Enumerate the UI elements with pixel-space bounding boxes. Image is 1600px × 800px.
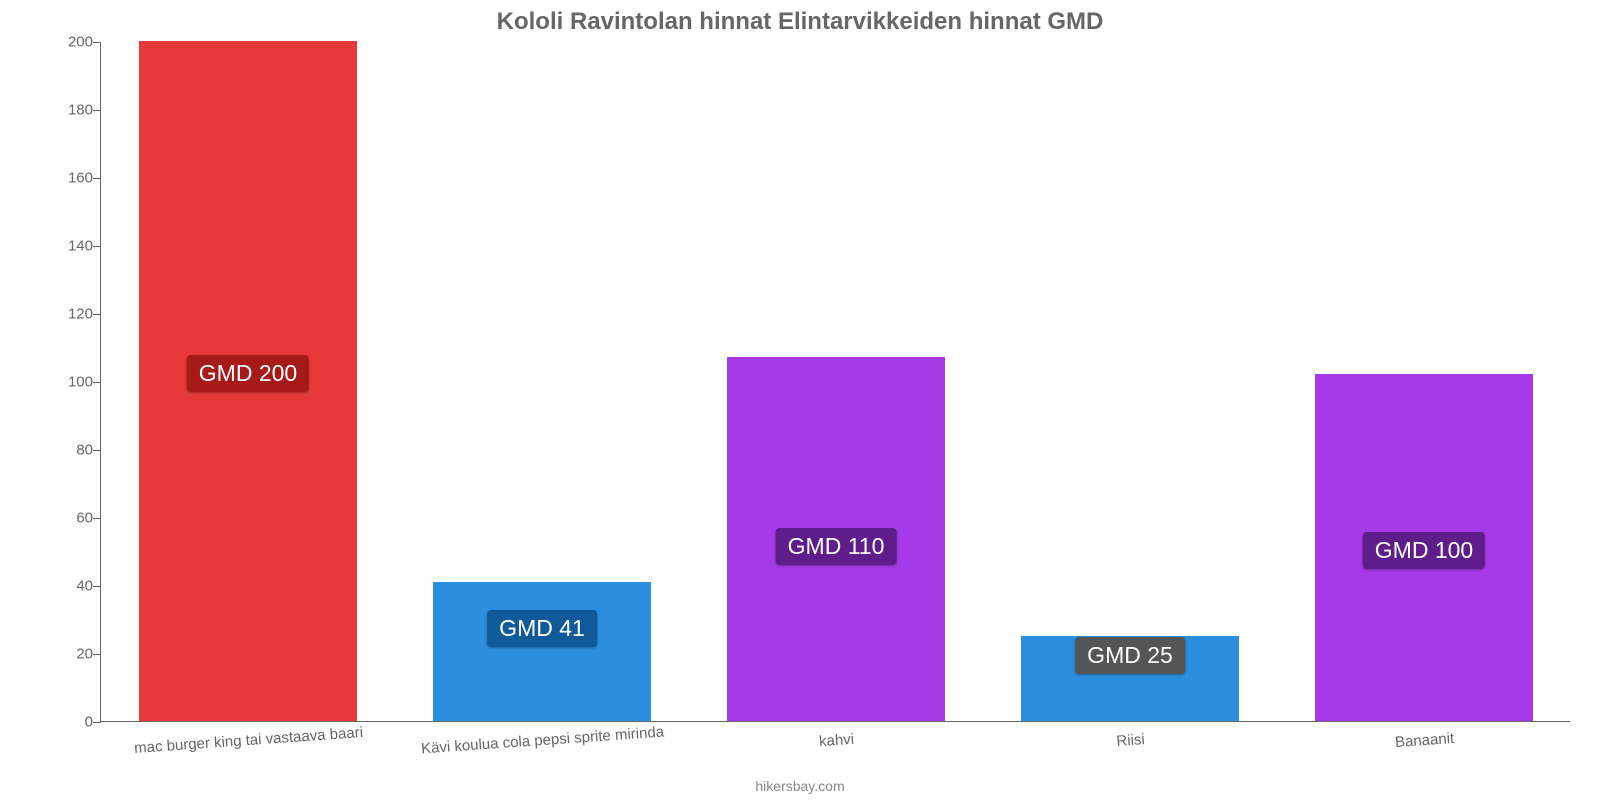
x-category-label: Kävi koulua cola pepsi sprite mirinda xyxy=(421,724,665,758)
y-tick xyxy=(93,722,101,723)
y-tick xyxy=(93,518,101,519)
y-tick-label: 140 xyxy=(51,238,93,255)
y-tick-label: 120 xyxy=(51,306,93,323)
y-tick-label: 40 xyxy=(51,578,93,595)
y-tick-label: 100 xyxy=(51,374,93,391)
y-tick-label: 60 xyxy=(51,510,93,527)
bar-value-label: GMD 200 xyxy=(187,355,309,392)
y-tick-label: 80 xyxy=(51,442,93,459)
y-tick xyxy=(93,42,101,43)
plot-area: 020406080100120140160180200GMD 200mac bu… xyxy=(100,42,1570,722)
y-tick-label: 160 xyxy=(51,170,93,187)
y-tick xyxy=(93,654,101,655)
y-tick-label: 20 xyxy=(51,646,93,663)
chart-footer: hikersbay.com xyxy=(0,778,1600,794)
chart-title: Kololi Ravintolan hinnat Elintarvikkeide… xyxy=(0,0,1600,36)
x-category-label: Riisi xyxy=(1116,731,1145,750)
bar-value-label: GMD 41 xyxy=(487,610,597,647)
y-tick-label: 180 xyxy=(51,102,93,119)
bar-value-label: GMD 25 xyxy=(1075,637,1185,674)
x-category-label: Banaanit xyxy=(1394,730,1454,751)
y-tick-label: 200 xyxy=(51,34,93,51)
y-tick xyxy=(93,246,101,247)
y-tick xyxy=(93,450,101,451)
price-bar-chart: Kololi Ravintolan hinnat Elintarvikkeide… xyxy=(0,0,1600,800)
y-tick xyxy=(93,178,101,179)
x-category-label: kahvi xyxy=(819,731,855,750)
y-tick xyxy=(93,314,101,315)
bar xyxy=(433,582,651,721)
y-tick xyxy=(93,586,101,587)
bar-value-label: GMD 100 xyxy=(1363,532,1485,569)
y-tick xyxy=(93,382,101,383)
bar-value-label: GMD 110 xyxy=(776,528,897,565)
x-category-label: mac burger king tai vastaava baari xyxy=(134,724,364,757)
y-tick xyxy=(93,110,101,111)
y-tick-label: 0 xyxy=(51,714,93,731)
